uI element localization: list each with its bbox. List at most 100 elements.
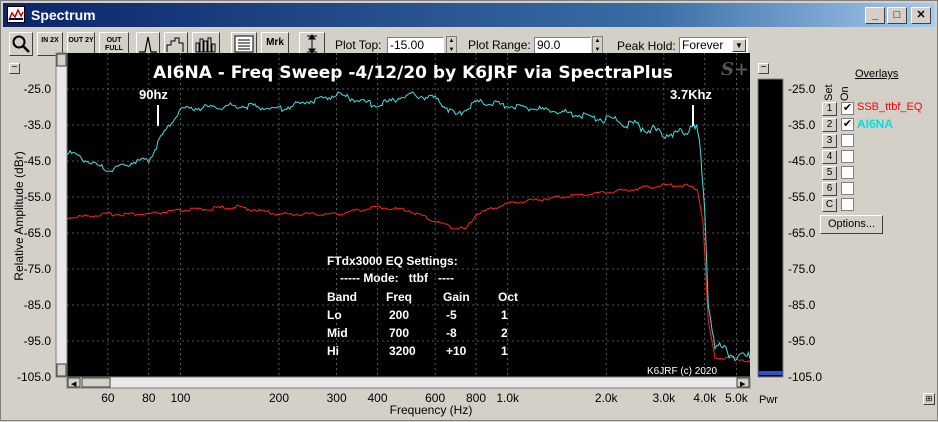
settings-column-header: Oct bbox=[498, 290, 518, 304]
settings-column-header: Band bbox=[327, 290, 357, 304]
x-tick-label: 100 bbox=[170, 391, 190, 405]
settings-cell: 1 bbox=[501, 344, 508, 358]
settings-column-header: Gain bbox=[443, 290, 470, 304]
vscale-button[interactable] bbox=[299, 32, 325, 56]
bars2-button[interactable] bbox=[192, 32, 220, 56]
options-button[interactable]: Options... bbox=[820, 215, 883, 234]
list-button[interactable] bbox=[231, 32, 257, 56]
plot-top-label: Plot Top: bbox=[335, 38, 382, 52]
trace-ai6na bbox=[66, 91, 751, 362]
x-tick-label: 800 bbox=[466, 391, 486, 405]
y-scrollbar[interactable] bbox=[55, 52, 68, 378]
pwr-tick-label: -105.0 bbox=[788, 370, 822, 384]
settings-cell: Hi bbox=[327, 344, 339, 358]
settings-cell: -5 bbox=[446, 308, 457, 322]
arrow-left-icon: ◀ bbox=[71, 381, 77, 388]
pwr-tick-label: -85.0 bbox=[788, 298, 816, 312]
x-tick-label: 300 bbox=[327, 391, 347, 405]
y-tick-label: -55.0 bbox=[24, 190, 52, 204]
resize-grip-icon[interactable]: ⊞ bbox=[923, 393, 935, 405]
y-axis-label: Relative Amplitude (dBr) bbox=[12, 151, 26, 280]
minimize-button[interactable]: _ bbox=[865, 7, 885, 24]
pwr-tick-label: -65.0 bbox=[788, 226, 816, 240]
zoom-button[interactable] bbox=[9, 32, 33, 56]
out-2y-button[interactable]: OUT 2Y bbox=[67, 32, 95, 56]
x-tick-label: 60 bbox=[101, 391, 115, 405]
x-scroll-left-button[interactable] bbox=[67, 377, 81, 388]
bars-button[interactable] bbox=[164, 32, 188, 56]
settings-cell: Mid bbox=[327, 326, 348, 340]
overlays-title: Overlays bbox=[855, 68, 899, 80]
pwr-label: Pwr bbox=[759, 394, 778, 406]
collapse-right-icon[interactable]: − bbox=[758, 63, 769, 74]
overlay-on-checkbox[interactable] bbox=[841, 150, 854, 163]
peak-hold-value: Forever bbox=[682, 38, 724, 52]
x-tick-label: 200 bbox=[269, 391, 289, 405]
pwr-tick-label: -35.0 bbox=[788, 118, 816, 132]
overlay-name: SSB_ttbf_EQ bbox=[857, 101, 923, 113]
arrow-right-icon: ▶ bbox=[740, 381, 746, 388]
overlay-set-button[interactable]: 1 bbox=[822, 102, 837, 116]
x-tick-label: 4.0k bbox=[693, 391, 717, 405]
x-tick-label: 2.0k bbox=[595, 391, 619, 405]
settings-cell: 1 bbox=[501, 308, 508, 322]
y-tick-label: -25.0 bbox=[24, 82, 52, 96]
collapse-left-icon[interactable]: − bbox=[9, 63, 20, 74]
settings-heading: FTdx3000 EQ Settings: bbox=[327, 254, 458, 268]
x-tick-label: 80 bbox=[142, 391, 156, 405]
y-tick-label: -105.0 bbox=[17, 370, 51, 384]
x-tick-label: 400 bbox=[367, 391, 387, 405]
overlay-on-checkbox[interactable] bbox=[841, 166, 854, 179]
overlay-on-checkbox[interactable] bbox=[841, 134, 854, 147]
settings-column-header: Freq bbox=[386, 290, 412, 304]
overlay-set-button[interactable]: 5 bbox=[822, 166, 837, 180]
peak-hold-label: Peak Hold: bbox=[617, 39, 676, 53]
y-tick-label: -45.0 bbox=[24, 154, 52, 168]
title-bar[interactable]: Spectrum _ □ ✕ bbox=[3, 3, 935, 27]
overlay-set-button[interactable]: 2 bbox=[822, 118, 837, 132]
settings-cell: 200 bbox=[389, 308, 409, 322]
in-2x-button[interactable]: IN 2X bbox=[37, 32, 63, 56]
x-tick-label: 5.0k bbox=[725, 391, 749, 405]
window-title: Spectrum bbox=[31, 7, 96, 23]
x-tick-label: 600 bbox=[425, 391, 445, 405]
plot-top-input[interactable]: -15.00 bbox=[387, 37, 444, 54]
pwr-tick-label: -25.0 bbox=[788, 82, 816, 96]
peak-button[interactable] bbox=[136, 32, 160, 56]
set-column-label: Set bbox=[823, 84, 835, 101]
overlay-set-button[interactable]: 4 bbox=[822, 150, 837, 164]
close-button[interactable]: ✕ bbox=[911, 7, 931, 24]
overlay-set-button[interactable]: 3 bbox=[822, 134, 837, 148]
x-scrollbar[interactable] bbox=[66, 376, 751, 389]
overlay-set-button[interactable]: 6 bbox=[822, 182, 837, 196]
settings-cell: 3200 bbox=[389, 344, 416, 358]
overlay-on-checkbox[interactable]: ✔ bbox=[841, 118, 854, 131]
settings-cell: 700 bbox=[389, 326, 409, 340]
overlay-name: AI6NA bbox=[857, 117, 894, 131]
y-scroll-up-button[interactable] bbox=[56, 53, 67, 67]
x-axis-label: Frequency (Hz) bbox=[390, 403, 473, 417]
plot-range-input[interactable]: 90.0 bbox=[534, 37, 591, 54]
pwr-level-bar bbox=[758, 371, 783, 375]
settings-cell: +10 bbox=[446, 344, 467, 358]
maximize-button[interactable]: □ bbox=[887, 7, 907, 24]
peak-icon bbox=[139, 36, 157, 53]
pwr-tick-label: -75.0 bbox=[788, 262, 816, 276]
overlay-set-button[interactable]: C bbox=[822, 198, 837, 212]
vscale-icon bbox=[307, 34, 317, 54]
chevron-down-icon[interactable]: ▼ bbox=[732, 39, 746, 52]
overlay-on-checkbox[interactable] bbox=[841, 182, 854, 195]
y-scroll-down-button[interactable] bbox=[56, 363, 67, 377]
y-tick-label: -65.0 bbox=[24, 226, 52, 240]
overlay-on-checkbox[interactable] bbox=[841, 198, 854, 211]
x-scroll-thumb[interactable] bbox=[81, 377, 111, 388]
overlay-on-checkbox[interactable]: ✔ bbox=[841, 102, 854, 115]
copyright-label: K6JRF (c) 2020 bbox=[647, 366, 717, 377]
y-tick-label: -95.0 bbox=[24, 334, 52, 348]
x-scroll-right-button[interactable] bbox=[736, 377, 750, 388]
y-tick-label: -35.0 bbox=[24, 118, 52, 132]
peak-hold-select[interactable]: Forever ▼ bbox=[679, 37, 748, 54]
trace-ssb-ttbf-eq bbox=[66, 182, 751, 363]
